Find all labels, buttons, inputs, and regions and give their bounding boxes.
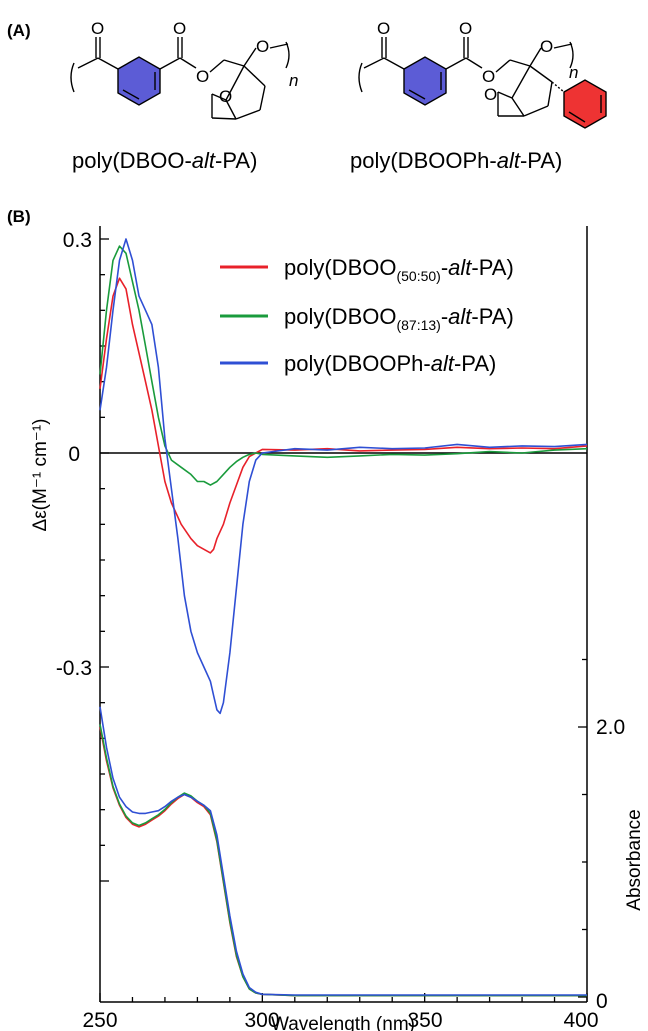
cd-absorbance-plot — [99, 226, 588, 1003]
panel-a-label: (A) — [7, 21, 31, 40]
atom-o4: O — [256, 37, 269, 56]
phenyl-ring — [563, 79, 607, 129]
benzene-ring-left — [117, 56, 161, 106]
absorbance-series-line-0 — [99, 726, 587, 997]
cd-series — [99, 238, 588, 715]
y-left-tick-label-neg0.3: -0.3 — [56, 657, 92, 680]
structure-label-left: poly(DBOO-alt-PA) — [72, 148, 257, 173]
y-left-tick-label-0.3: 0.3 — [63, 229, 92, 252]
atom-o4: O — [540, 37, 553, 56]
legend-label-50-50: poly(DBOO(50:50)-alt-PA) — [284, 255, 514, 284]
atom-o2: O — [459, 19, 472, 38]
n-subscript-right: n — [569, 63, 578, 82]
structure-dboo: O O O O n O — [70, 19, 298, 120]
atom-o1: O — [377, 19, 390, 38]
legend: poly(DBOO(50:50)-alt-PA) poly(DBOO(87:13… — [220, 255, 514, 376]
structure-label-right: poly(DBOOPh-alt-PA) — [350, 148, 562, 173]
absorbance-series-line-2 — [99, 706, 587, 996]
x-tick-label-300: 300 — [244, 1009, 279, 1031]
legend-label-87-13: poly(DBOO(87:13)-alt-PA) — [284, 304, 514, 333]
legend-label-ph: poly(DBOOPh-alt-PA) — [284, 351, 496, 376]
x-axis-title: Wavelength (nm) — [271, 1014, 415, 1031]
cd-series-line-2 — [99, 238, 588, 715]
x-tick-label-250: 250 — [82, 1009, 117, 1031]
x-tick-label-350: 350 — [407, 1009, 442, 1031]
structure-dboo-ph: O O O O n O — [358, 19, 607, 129]
atom-o3: O — [482, 67, 495, 86]
atom-o1: O — [91, 19, 104, 38]
absorbance-series-line-1 — [99, 724, 587, 997]
atom-o5: O — [219, 87, 232, 106]
y-right-axis-title: Absorbance — [624, 809, 645, 910]
cd-series-line-1 — [99, 245, 588, 486]
atom-o2: O — [173, 19, 186, 38]
atom-o5: O — [484, 85, 497, 104]
y-left-axis-title: Δε(M⁻¹ cm⁻¹) — [30, 419, 51, 532]
y-right-tick-label-0: 0 — [596, 990, 608, 1013]
panel-b-label: (B) — [7, 207, 31, 226]
n-subscript-left: n — [289, 71, 298, 90]
benzene-ring-right — [403, 56, 447, 106]
cd-series-line-0 — [99, 277, 588, 554]
absorbance-series — [99, 706, 587, 997]
y-left-tick-label-0: 0 — [68, 443, 80, 466]
y-right-tick-label-2.0: 2.0 — [596, 716, 625, 739]
atom-o3: O — [196, 67, 209, 86]
x-tick-label-400: 400 — [563, 1009, 598, 1031]
